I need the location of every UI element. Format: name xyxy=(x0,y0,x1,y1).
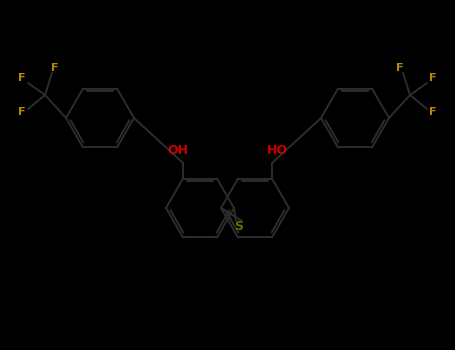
Text: S: S xyxy=(234,219,243,232)
Text: F: F xyxy=(429,73,437,83)
Text: F: F xyxy=(51,63,59,73)
Text: OH: OH xyxy=(167,144,188,156)
Text: HO: HO xyxy=(267,144,288,156)
Text: F: F xyxy=(18,107,26,117)
Text: F: F xyxy=(18,73,26,83)
Text: F: F xyxy=(429,107,437,117)
Text: F: F xyxy=(396,63,404,73)
